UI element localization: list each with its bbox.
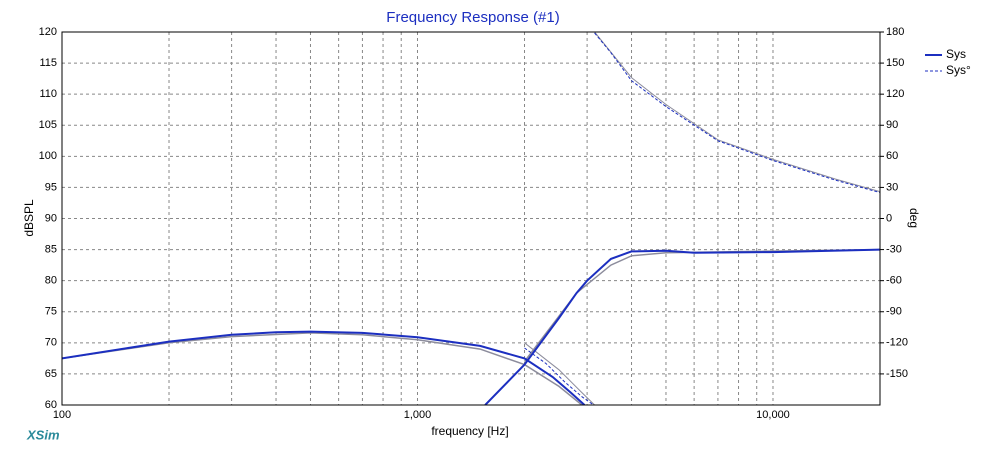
y2-tick-label: 150 <box>886 57 904 69</box>
y2-tick-label: 0 <box>886 212 892 224</box>
y-tick-label: 120 <box>39 26 57 38</box>
x-axis-label: frequency [Hz] <box>431 424 508 438</box>
y2-tick-label: -30 <box>886 243 902 255</box>
y2-tick-label: -120 <box>886 337 908 349</box>
y-tick-label: 115 <box>39 57 57 69</box>
chart-title: Frequency Response (#1) <box>386 9 559 26</box>
y-tick-label: 75 <box>45 306 57 318</box>
x-tick-label: 1,000 <box>404 409 432 421</box>
y2-tick-label: -60 <box>886 275 902 287</box>
y-tick-label: 70 <box>45 337 57 349</box>
y2-tick-label: 60 <box>886 150 898 162</box>
x-tick-label: 10,000 <box>756 409 790 421</box>
x-tick-label: 100 <box>53 409 71 421</box>
legend-label: Sys <box>946 47 966 61</box>
y-tick-label: 80 <box>45 275 57 287</box>
y-tick-label: 110 <box>39 88 57 100</box>
y-tick-label: 95 <box>45 181 57 193</box>
y-axis-label: dBSPL <box>22 199 36 237</box>
series-line <box>524 32 880 405</box>
y-tick-label: 90 <box>45 212 57 224</box>
y-tick-label: 65 <box>45 368 57 380</box>
plot-border <box>61 31 881 406</box>
brand: XSim <box>26 427 60 442</box>
y-tick-label: 85 <box>45 243 57 255</box>
legend-label: Sys° <box>946 63 971 77</box>
y-tick-label: 105 <box>39 119 57 131</box>
y2-tick-label: 90 <box>886 119 898 131</box>
y2-tick-label: -90 <box>886 306 902 318</box>
y2-axis-label: deg <box>907 208 921 228</box>
y2-tick-label: 180 <box>886 26 904 38</box>
y2-tick-label: 120 <box>886 88 904 100</box>
y2-tick-label: -150 <box>886 368 908 380</box>
y2-tick-label: 30 <box>886 181 898 193</box>
y-tick-label: 60 <box>45 399 57 411</box>
series-line <box>524 32 880 405</box>
series-line <box>62 248 880 405</box>
y-tick-label: 100 <box>39 150 57 162</box>
